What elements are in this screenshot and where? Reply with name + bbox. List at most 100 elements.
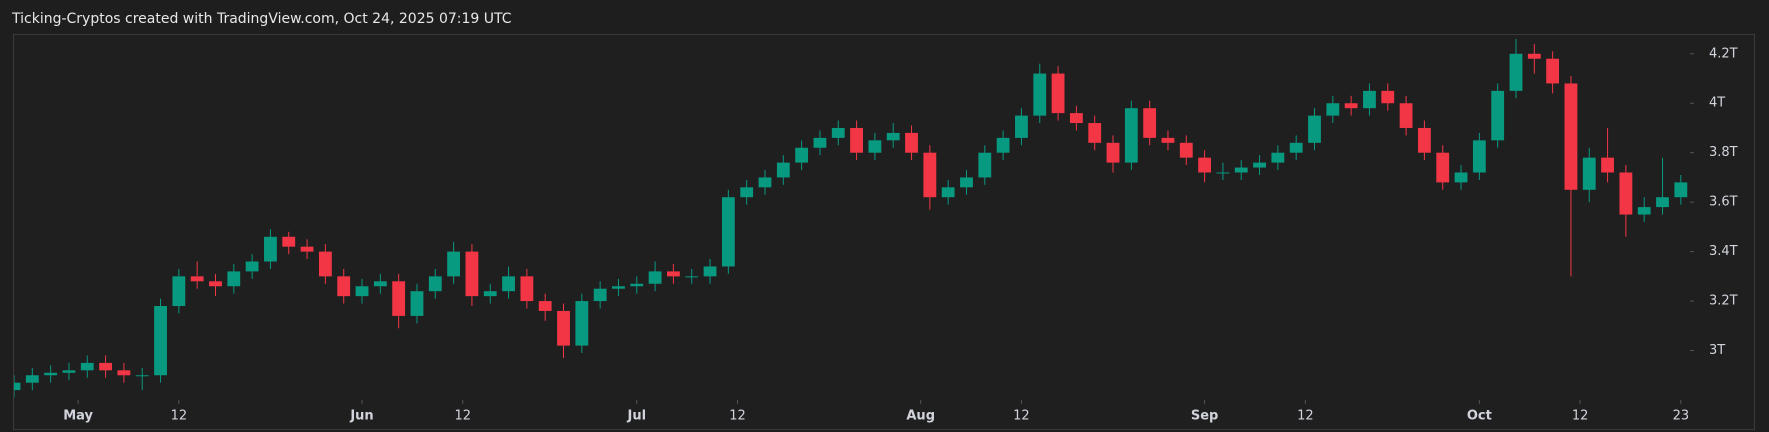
candle-body <box>99 362 112 371</box>
candle-body <box>593 288 607 302</box>
candle-body <box>80 362 94 371</box>
candle-body <box>154 306 167 376</box>
candle-body <box>612 286 625 289</box>
x-tick-label: 12 <box>454 409 471 424</box>
candle-body <box>172 276 186 307</box>
candle-body <box>1619 172 1633 215</box>
candle-body <box>776 162 790 178</box>
candle-body <box>1143 108 1157 138</box>
candle-body <box>758 177 772 188</box>
x-tick-label: Sep <box>1191 409 1219 424</box>
candle-body <box>721 197 735 267</box>
candle-body <box>1234 167 1248 173</box>
candle-body <box>1582 157 1596 190</box>
x-tick-label: May <box>63 409 93 424</box>
candle-body <box>209 281 222 287</box>
candle-body <box>1637 207 1651 215</box>
candle-body <box>1491 90 1505 141</box>
candle-body <box>740 187 754 198</box>
candle-body <box>1124 108 1138 163</box>
x-tick-label: Jun <box>349 409 373 424</box>
candle-body <box>1417 127 1431 153</box>
candle-body <box>1564 83 1578 190</box>
candle-body <box>300 246 314 252</box>
candle-body <box>1656 197 1669 208</box>
candle-body <box>520 276 534 302</box>
candle-body <box>25 375 39 383</box>
candle-body <box>850 127 863 153</box>
y-tick-label: 3.6T <box>1709 195 1738 210</box>
candle-body <box>1069 113 1083 124</box>
candle-body <box>337 276 351 297</box>
x-tick-label: 23 <box>1673 409 1690 424</box>
candle-body <box>1546 58 1560 84</box>
chart-frame <box>13 34 1755 430</box>
x-tick-label: 12 <box>1297 409 1314 424</box>
candle-body <box>135 375 149 377</box>
candle-body <box>1106 142 1120 163</box>
candle-body <box>227 271 241 287</box>
candle-body <box>648 271 662 284</box>
candle-body <box>502 276 515 292</box>
candle-body <box>557 310 570 346</box>
candle-body <box>355 286 369 297</box>
candle-body <box>44 372 58 376</box>
candle-body <box>1509 53 1523 91</box>
chart-title: Ticking-Cryptos created with TradingView… <box>11 11 512 27</box>
candle-body <box>1161 137 1175 143</box>
candle-body <box>1015 115 1028 138</box>
candle-body <box>428 276 442 292</box>
candle-body <box>666 271 680 277</box>
candle-body <box>575 301 589 346</box>
candle-body <box>264 236 277 262</box>
candle-body <box>318 251 332 277</box>
candle-body <box>905 132 918 153</box>
candle-body <box>941 187 955 198</box>
candle-body <box>996 137 1010 153</box>
candle-body <box>960 177 973 188</box>
candle-body <box>1051 73 1065 114</box>
candle-body <box>245 261 259 272</box>
candle-body <box>1674 182 1688 198</box>
candle-body <box>117 370 131 376</box>
candle-body <box>630 283 644 287</box>
x-tick-label: Oct <box>1467 409 1492 424</box>
candle-body <box>886 132 900 141</box>
candle-body <box>1399 103 1413 128</box>
y-tick-label: 3.2T <box>1709 294 1738 309</box>
candle-body <box>1527 53 1541 59</box>
candle-body <box>1179 142 1193 158</box>
candle-body <box>14 382 21 391</box>
candle-body <box>703 266 717 277</box>
x-tick-label: 12 <box>171 409 188 424</box>
x-tick-label: 12 <box>1013 409 1030 424</box>
candle-body <box>1088 123 1102 143</box>
y-tick-label: 4T <box>1709 96 1725 111</box>
x-tick-label: 12 <box>729 409 746 424</box>
y-tick-label: 4.2T <box>1709 46 1738 61</box>
candle-body <box>373 281 387 287</box>
candle-body <box>62 370 76 373</box>
candle-body <box>483 291 497 297</box>
candle-body <box>795 147 809 163</box>
y-tick-label: 3.8T <box>1709 145 1738 160</box>
candle-body <box>392 281 406 316</box>
candle-body <box>465 251 479 297</box>
candle-body <box>978 152 992 178</box>
candle-body <box>813 137 827 148</box>
x-tick-label: Aug <box>906 409 935 424</box>
x-tick-label: Jul <box>626 409 646 424</box>
candle-body <box>1289 142 1303 153</box>
candle-body <box>410 291 424 316</box>
candle-body <box>282 236 296 247</box>
candle-body <box>447 251 461 277</box>
plot-area <box>14 38 1688 398</box>
candle-body <box>831 127 845 138</box>
y-tick-label: 3T <box>1709 343 1725 358</box>
candle-body <box>538 301 552 311</box>
candle-body <box>1601 157 1614 173</box>
candle-body <box>1381 90 1395 104</box>
candle-body <box>1454 172 1468 183</box>
